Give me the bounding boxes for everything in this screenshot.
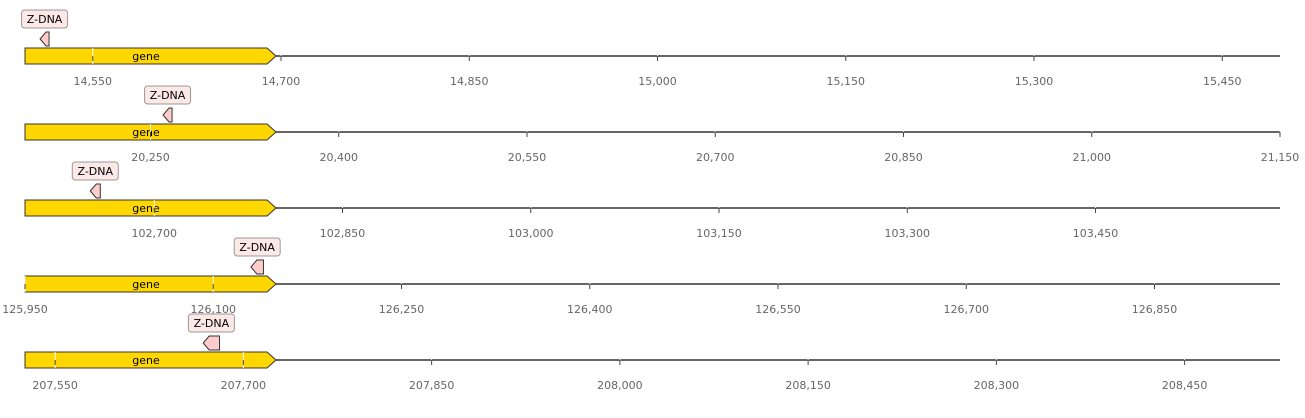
- tick-label: 126,250: [379, 303, 425, 316]
- tick-label: 21,000: [1073, 151, 1112, 164]
- tick-label: 126,850: [1132, 303, 1178, 316]
- gene-label: gene: [132, 126, 160, 139]
- tick-label: 103,150: [696, 227, 742, 240]
- tick-label: 102,700: [132, 227, 178, 240]
- zdna-label-box: [71, 161, 119, 181]
- zdna-label: Z-DNA: [150, 89, 186, 102]
- tick-label: 103,000: [508, 227, 554, 240]
- gene-feature[interactable]: [24, 199, 277, 217]
- tick-label: 103,450: [1073, 227, 1119, 240]
- track: gene 14,550 14,700 14,850 15,000 15,150 15,300…: [21, 9, 1280, 88]
- gene-label: gene: [132, 278, 160, 291]
- tick-label: 208,000: [597, 379, 643, 392]
- tick-label: 126,100: [191, 303, 237, 316]
- tick-label: 208,150: [785, 379, 831, 392]
- zdna-label: Z-DNA: [194, 317, 230, 330]
- track: gene 20,250 20,400 20,550 20,700 20,850 21,000…: [24, 85, 1300, 164]
- zdna-label-box: [187, 313, 235, 333]
- tick-label: 207,550: [32, 379, 78, 392]
- tick-label: 14,550: [74, 75, 113, 88]
- tick-label: 20,850: [884, 151, 923, 164]
- gene-feature[interactable]: [24, 351, 277, 369]
- tick-label: 126,700: [944, 303, 990, 316]
- tick-label: 14,700: [262, 75, 301, 88]
- tick-label: 20,700: [696, 151, 735, 164]
- tick-label: 15,150: [827, 75, 866, 88]
- tick-label: 15,300: [1015, 75, 1054, 88]
- tick-label: 20,400: [320, 151, 359, 164]
- tick-label: 102,850: [320, 227, 366, 240]
- track: gene 207,550 207,700 207,850 208,000 208,150 2…: [24, 313, 1280, 392]
- tick-label: 14,850: [450, 75, 489, 88]
- tick-label: 208,300: [974, 379, 1020, 392]
- zdna-feature[interactable]: [89, 183, 101, 199]
- gene-label: gene: [132, 202, 160, 215]
- tick-label: 20,550: [508, 151, 547, 164]
- zdna-label-box: [144, 85, 192, 105]
- gene-label: gene: [132, 50, 160, 63]
- tick-label: 207,850: [409, 379, 455, 392]
- tick-label: 125,950: [2, 303, 48, 316]
- zdna-feature[interactable]: [202, 335, 221, 351]
- track: gene 102,700 102,850 103,000 103,150 103,300 1…: [24, 161, 1280, 240]
- tick-label: 126,550: [755, 303, 801, 316]
- gene-label: gene: [132, 354, 160, 367]
- zdna-label: Z-DNA: [239, 241, 275, 254]
- gene-feature[interactable]: [24, 47, 277, 65]
- zdna-feature[interactable]: [162, 107, 173, 123]
- tick-label: 126,400: [567, 303, 613, 316]
- tick-label: 20,250: [131, 151, 170, 164]
- zdna-feature[interactable]: [250, 259, 264, 275]
- tick-label: 21,150: [1261, 151, 1300, 164]
- tick-label: 207,700: [221, 379, 267, 392]
- track: gene 125,950 126,100 126,250 126,400 126,550 1…: [2, 237, 1280, 316]
- tick-label: 15,000: [638, 75, 677, 88]
- tick-label: 208,450: [1162, 379, 1208, 392]
- zdna-feature[interactable]: [39, 31, 50, 47]
- tick-label: 15,450: [1203, 75, 1242, 88]
- tick-label: 103,300: [885, 227, 931, 240]
- zdna-label-box: [21, 9, 69, 29]
- zdna-label: Z-DNA: [27, 13, 63, 26]
- zdna-label-box: [233, 237, 281, 257]
- zdna-label: Z-DNA: [78, 165, 114, 178]
